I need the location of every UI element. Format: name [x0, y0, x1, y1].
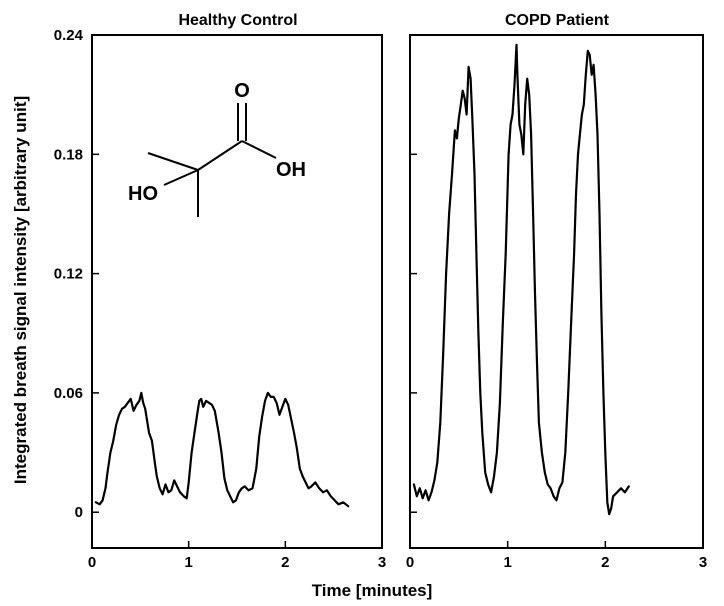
x-ticks-healthy: 0 1 2 3	[88, 541, 386, 571]
y-tick-label: 0.24	[54, 27, 84, 44]
molecule-label-oh: OH	[276, 159, 306, 181]
y-tick-label: 0.06	[54, 385, 83, 402]
molecule-label-carbonyl-o: O	[234, 80, 250, 102]
y-tick-label: 0.18	[54, 146, 83, 163]
plot-frame-copd	[409, 34, 704, 549]
y-ticks-healthy: 0 0.06 0.12 0.18 0.24	[54, 27, 99, 521]
x-tick-label: 0	[88, 554, 96, 571]
panel-healthy-control: Healthy Control 0 0.06 0.12 0.18 0.24 0 1 2 3 O…	[54, 12, 386, 571]
y-axis-label: Integrated breath signal intensity [arbi…	[11, 96, 30, 484]
y-tick-label: 0	[75, 504, 83, 521]
x-tick-label: 2	[601, 554, 609, 571]
panel-title-copd: COPD Patient	[505, 12, 610, 29]
trace-copd-patient	[412, 43, 630, 516]
x-tick-label: 1	[184, 554, 192, 571]
panel-copd-patient: COPD Patient 0 1 2 3	[406, 12, 707, 571]
panel-title-healthy: Healthy Control	[178, 12, 297, 29]
plot-frame-healthy	[91, 34, 383, 549]
x-tick-label: 1	[503, 554, 511, 571]
molecule-structure: O OH HO	[128, 80, 306, 217]
x-axis-label: Time [minutes]	[312, 581, 433, 600]
x-ticks-copd: 0 1 2 3	[406, 541, 707, 571]
x-tick-label: 3	[378, 554, 386, 571]
x-tick-label: 3	[699, 554, 707, 571]
x-tick-label: 2	[281, 554, 289, 571]
y-ticks-copd	[410, 34, 417, 513]
molecule-label-ho: HO	[128, 183, 158, 205]
y-tick-label: 0.12	[54, 266, 83, 283]
x-tick-label: 0	[406, 554, 414, 571]
trace-healthy-control	[94, 391, 350, 508]
